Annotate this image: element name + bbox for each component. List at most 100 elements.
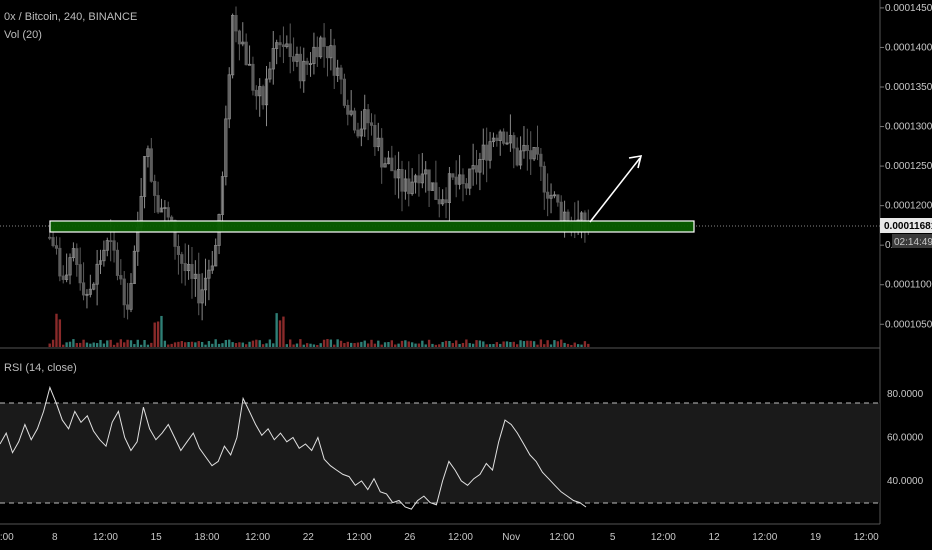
projection-arrow[interactable] [589, 155, 643, 223]
candle-body [264, 78, 269, 106]
candle-body [241, 41, 245, 45]
volume-bar [139, 344, 143, 347]
volume-bar [434, 344, 438, 347]
candle-body [427, 169, 431, 191]
volume-bar [109, 339, 112, 347]
volume-bar [295, 343, 299, 347]
candle-body [471, 165, 475, 170]
candle-body [498, 131, 502, 142]
candle-body [122, 278, 126, 306]
volume-bar [248, 341, 251, 347]
candle-body [61, 275, 65, 280]
candle-body [115, 249, 120, 276]
candle-body [85, 293, 89, 296]
candle-body [329, 45, 333, 59]
candle-body [407, 178, 411, 195]
candle-body [366, 109, 370, 124]
volume-bar [502, 341, 505, 347]
support-zone-rectangle[interactable] [49, 220, 695, 233]
time-tick-label: 22 [303, 532, 315, 543]
candle-body [98, 260, 103, 265]
candle-body [488, 141, 492, 161]
volume-bar [112, 344, 116, 347]
candle-body [552, 194, 557, 197]
volume-bar [414, 343, 417, 347]
svg-text:02:14:49: 02:14:49 [894, 237, 932, 248]
volume-bar [204, 344, 207, 347]
volume-bar [495, 342, 499, 347]
time-axis[interactable]: 0:00 8 12:00 15 18:00 12:00 22 12:00 26 12:00 Nov 1… [0, 532, 879, 543]
candle-body [281, 44, 286, 48]
volume-bar [197, 341, 200, 347]
volume-bar [366, 343, 370, 347]
volume-bar [515, 344, 519, 347]
volume-bar [576, 344, 580, 347]
volume-bar [302, 344, 305, 347]
candle-body [457, 174, 462, 185]
svg-text:0.00011681: 0.00011681 [884, 221, 932, 232]
candle-body [119, 275, 123, 280]
time-tick-label: 12 [709, 532, 721, 543]
candle-body [410, 181, 414, 195]
volume-bar [285, 344, 289, 347]
volume-bar [231, 342, 234, 347]
rsi-axis: 80.0000 60.0000 40.0000 [887, 389, 924, 487]
candle-body [207, 269, 211, 279]
candle-body [474, 165, 479, 173]
volume-bar [583, 341, 587, 347]
candle-body [210, 265, 214, 271]
volume-bar [278, 320, 282, 347]
volume-bar [282, 316, 285, 347]
volume-bar [529, 340, 532, 347]
volume-bar [224, 340, 228, 347]
candle-body [71, 248, 75, 259]
candle-body [112, 240, 116, 251]
candle-body [308, 63, 313, 65]
volume-bar [268, 339, 272, 347]
volume-bar [89, 343, 92, 347]
candle-body [214, 245, 218, 267]
candle-body [78, 264, 82, 284]
time-tick-label: 15 [151, 532, 163, 543]
time-tick-label: 12:00 [752, 532, 777, 543]
candle-body [268, 68, 272, 80]
volume-bar [322, 339, 326, 347]
candle-body [515, 147, 519, 166]
volume-bar [258, 340, 261, 347]
candle-body [173, 219, 177, 247]
candle-body [369, 122, 374, 126]
candle-body [512, 135, 516, 149]
volume-bar [349, 342, 353, 347]
candle-body [535, 147, 540, 155]
candle-body [380, 137, 384, 168]
candle-body [444, 199, 448, 203]
candle-body [451, 173, 455, 178]
candle-body [302, 60, 306, 82]
volume-bar [560, 339, 563, 347]
volume-indicator-label: Vol (20) [4, 29, 42, 41]
volume-bar [184, 342, 187, 347]
time-tick-label: 26 [404, 532, 416, 543]
candle-body [180, 254, 184, 264]
volume-bar [167, 344, 170, 347]
volume-bar [153, 322, 156, 347]
volume-bar [190, 341, 194, 347]
candle-body [251, 63, 255, 91]
candle-body [237, 30, 241, 45]
volume-bar [173, 342, 177, 347]
candle-body [322, 37, 326, 47]
volume-bar [522, 341, 526, 347]
candle-body [146, 148, 150, 157]
volume-bar [543, 344, 546, 347]
volume-bar [573, 342, 576, 347]
volume-bar [238, 342, 241, 347]
volume-bar [116, 342, 119, 347]
candle-body [441, 199, 445, 205]
volume-bar [133, 344, 136, 347]
candle-body [292, 56, 296, 62]
candle-body [352, 110, 357, 131]
volume-bar [51, 339, 55, 347]
